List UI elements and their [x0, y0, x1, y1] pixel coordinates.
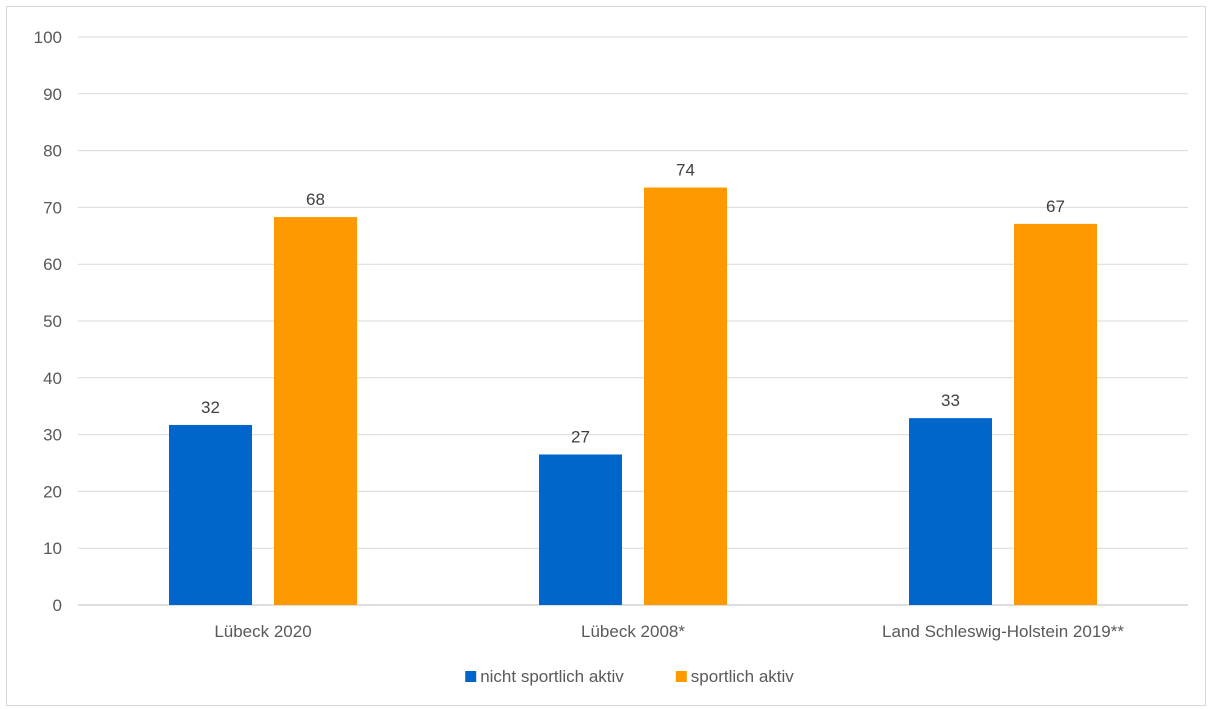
- y-tick-label: 80: [43, 142, 62, 161]
- y-tick-label: 0: [53, 596, 62, 615]
- y-tick-label: 50: [43, 312, 62, 331]
- x-category-label: Lübeck 2020: [214, 622, 311, 641]
- data-label: 32: [201, 398, 220, 417]
- data-label: 27: [571, 427, 590, 446]
- bar: [644, 187, 727, 605]
- y-tick-label: 30: [43, 426, 62, 445]
- legend-swatch: [675, 671, 687, 682]
- legend-label: nicht sportlich aktiv: [480, 667, 624, 686]
- data-label: 68: [306, 190, 325, 209]
- bar: [169, 424, 252, 605]
- bar: [539, 454, 622, 605]
- data-label: 74: [676, 161, 695, 180]
- y-tick-label: 10: [43, 539, 62, 558]
- y-tick-label: 90: [43, 85, 62, 104]
- y-tick-label: 40: [43, 369, 62, 388]
- bar: [1014, 223, 1097, 605]
- y-tick-label: 100: [34, 28, 62, 47]
- x-category-label: Land Schleswig-Holstein 2019**: [882, 622, 1124, 641]
- bar: [909, 418, 992, 605]
- data-label: 33: [941, 391, 960, 410]
- y-tick-label: 20: [43, 482, 62, 501]
- bar: [274, 217, 357, 605]
- legend-label: sportlich aktiv: [691, 667, 794, 686]
- y-tick-label: 70: [43, 198, 62, 217]
- x-category-label: Lübeck 2008*: [581, 622, 685, 641]
- y-tick-label: 60: [43, 255, 62, 274]
- data-label: 67: [1046, 197, 1065, 216]
- legend-swatch: [465, 671, 477, 682]
